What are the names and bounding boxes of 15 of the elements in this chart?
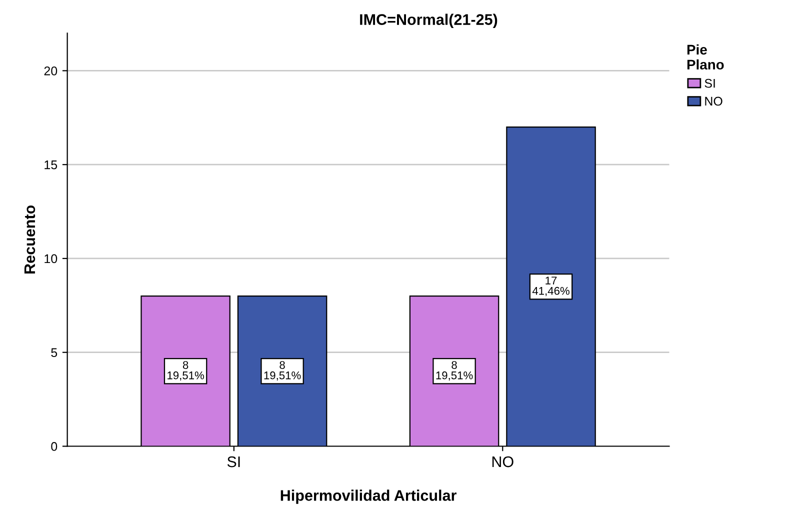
- data-label: 8 19,51%: [264, 361, 301, 381]
- y-axis-title: Recuento: [24, 205, 36, 274]
- legend-label: SI: [704, 78, 715, 88]
- y-tick-label: 15: [44, 160, 58, 170]
- legend-label: NO: [705, 96, 722, 106]
- y-tick-label: 20: [44, 66, 58, 76]
- y-tick-label: 5: [51, 348, 58, 358]
- x-axis-title: Hipermovilidad Articular: [280, 490, 456, 504]
- legend-title: Pie Plano: [687, 44, 724, 70]
- data-label: 17 41,46%: [532, 276, 570, 296]
- y-tick-label: 0: [51, 442, 58, 451]
- y-tick-label: 10: [44, 254, 58, 264]
- data-label: 8 19,51%: [436, 361, 473, 381]
- chart-title: IMC=Normal(21-25): [360, 14, 498, 28]
- data-label: 8 19,51%: [168, 361, 204, 381]
